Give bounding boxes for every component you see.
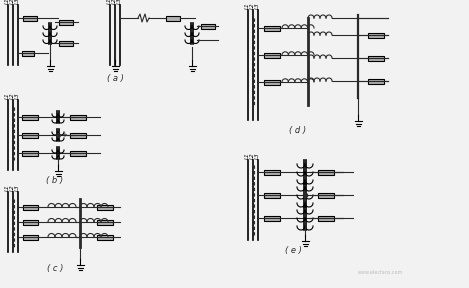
- Bar: [23, 204, 38, 209]
- Text: L3: L3: [15, 0, 20, 4]
- Bar: [97, 234, 113, 240]
- Bar: [318, 170, 334, 175]
- Text: L1: L1: [106, 0, 112, 4]
- Bar: [22, 151, 38, 156]
- Text: L1: L1: [5, 0, 9, 4]
- Text: L2: L2: [9, 92, 15, 99]
- Bar: [22, 132, 38, 137]
- Text: L2: L2: [250, 152, 255, 159]
- Text: L1: L1: [244, 2, 250, 9]
- Bar: [70, 151, 86, 156]
- Bar: [70, 115, 86, 120]
- Bar: [23, 234, 38, 240]
- Bar: [22, 50, 34, 56]
- Text: L1: L1: [5, 92, 9, 99]
- Text: ( b ): ( b ): [46, 175, 64, 185]
- Bar: [23, 16, 37, 20]
- Text: L3: L3: [116, 0, 121, 4]
- Text: L2: L2: [112, 0, 116, 4]
- Text: ( e ): ( e ): [285, 245, 302, 255]
- Text: www.elecfans.com: www.elecfans.com: [357, 270, 403, 274]
- Text: L3: L3: [15, 184, 20, 191]
- Bar: [166, 16, 180, 20]
- Text: L3: L3: [255, 2, 259, 9]
- Bar: [368, 56, 384, 60]
- Bar: [97, 204, 113, 209]
- Bar: [264, 79, 280, 84]
- Text: L2: L2: [250, 2, 255, 9]
- Text: ( c ): ( c ): [47, 264, 63, 274]
- Text: ( d ): ( d ): [289, 126, 307, 134]
- Text: ( a ): ( a ): [106, 73, 123, 82]
- Text: L3: L3: [255, 152, 259, 159]
- Bar: [201, 24, 215, 29]
- Bar: [318, 215, 334, 221]
- Text: L3: L3: [15, 92, 20, 99]
- Bar: [264, 26, 280, 31]
- Text: L1: L1: [244, 152, 250, 159]
- Bar: [23, 219, 38, 225]
- Bar: [368, 79, 384, 84]
- Text: +: +: [61, 132, 67, 138]
- Bar: [97, 219, 113, 225]
- Bar: [368, 33, 384, 37]
- Bar: [59, 20, 73, 24]
- Text: L2: L2: [9, 184, 15, 191]
- Bar: [264, 170, 280, 175]
- Bar: [264, 192, 280, 198]
- Bar: [22, 115, 38, 120]
- Bar: [318, 192, 334, 198]
- Bar: [264, 52, 280, 58]
- Text: L1: L1: [5, 184, 9, 191]
- Text: L2: L2: [9, 0, 15, 4]
- Bar: [70, 132, 86, 137]
- Bar: [59, 41, 73, 46]
- Bar: [264, 215, 280, 221]
